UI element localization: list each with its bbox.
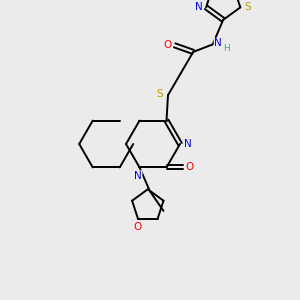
- Text: H: H: [223, 44, 230, 52]
- Text: S: S: [244, 2, 251, 12]
- Text: O: O: [185, 162, 194, 172]
- Text: N: N: [184, 139, 191, 149]
- Text: O: O: [134, 222, 142, 232]
- Text: N: N: [195, 2, 203, 12]
- Text: O: O: [164, 40, 172, 50]
- Text: N: N: [214, 38, 222, 48]
- Text: S: S: [156, 88, 163, 99]
- Text: N: N: [134, 171, 142, 181]
